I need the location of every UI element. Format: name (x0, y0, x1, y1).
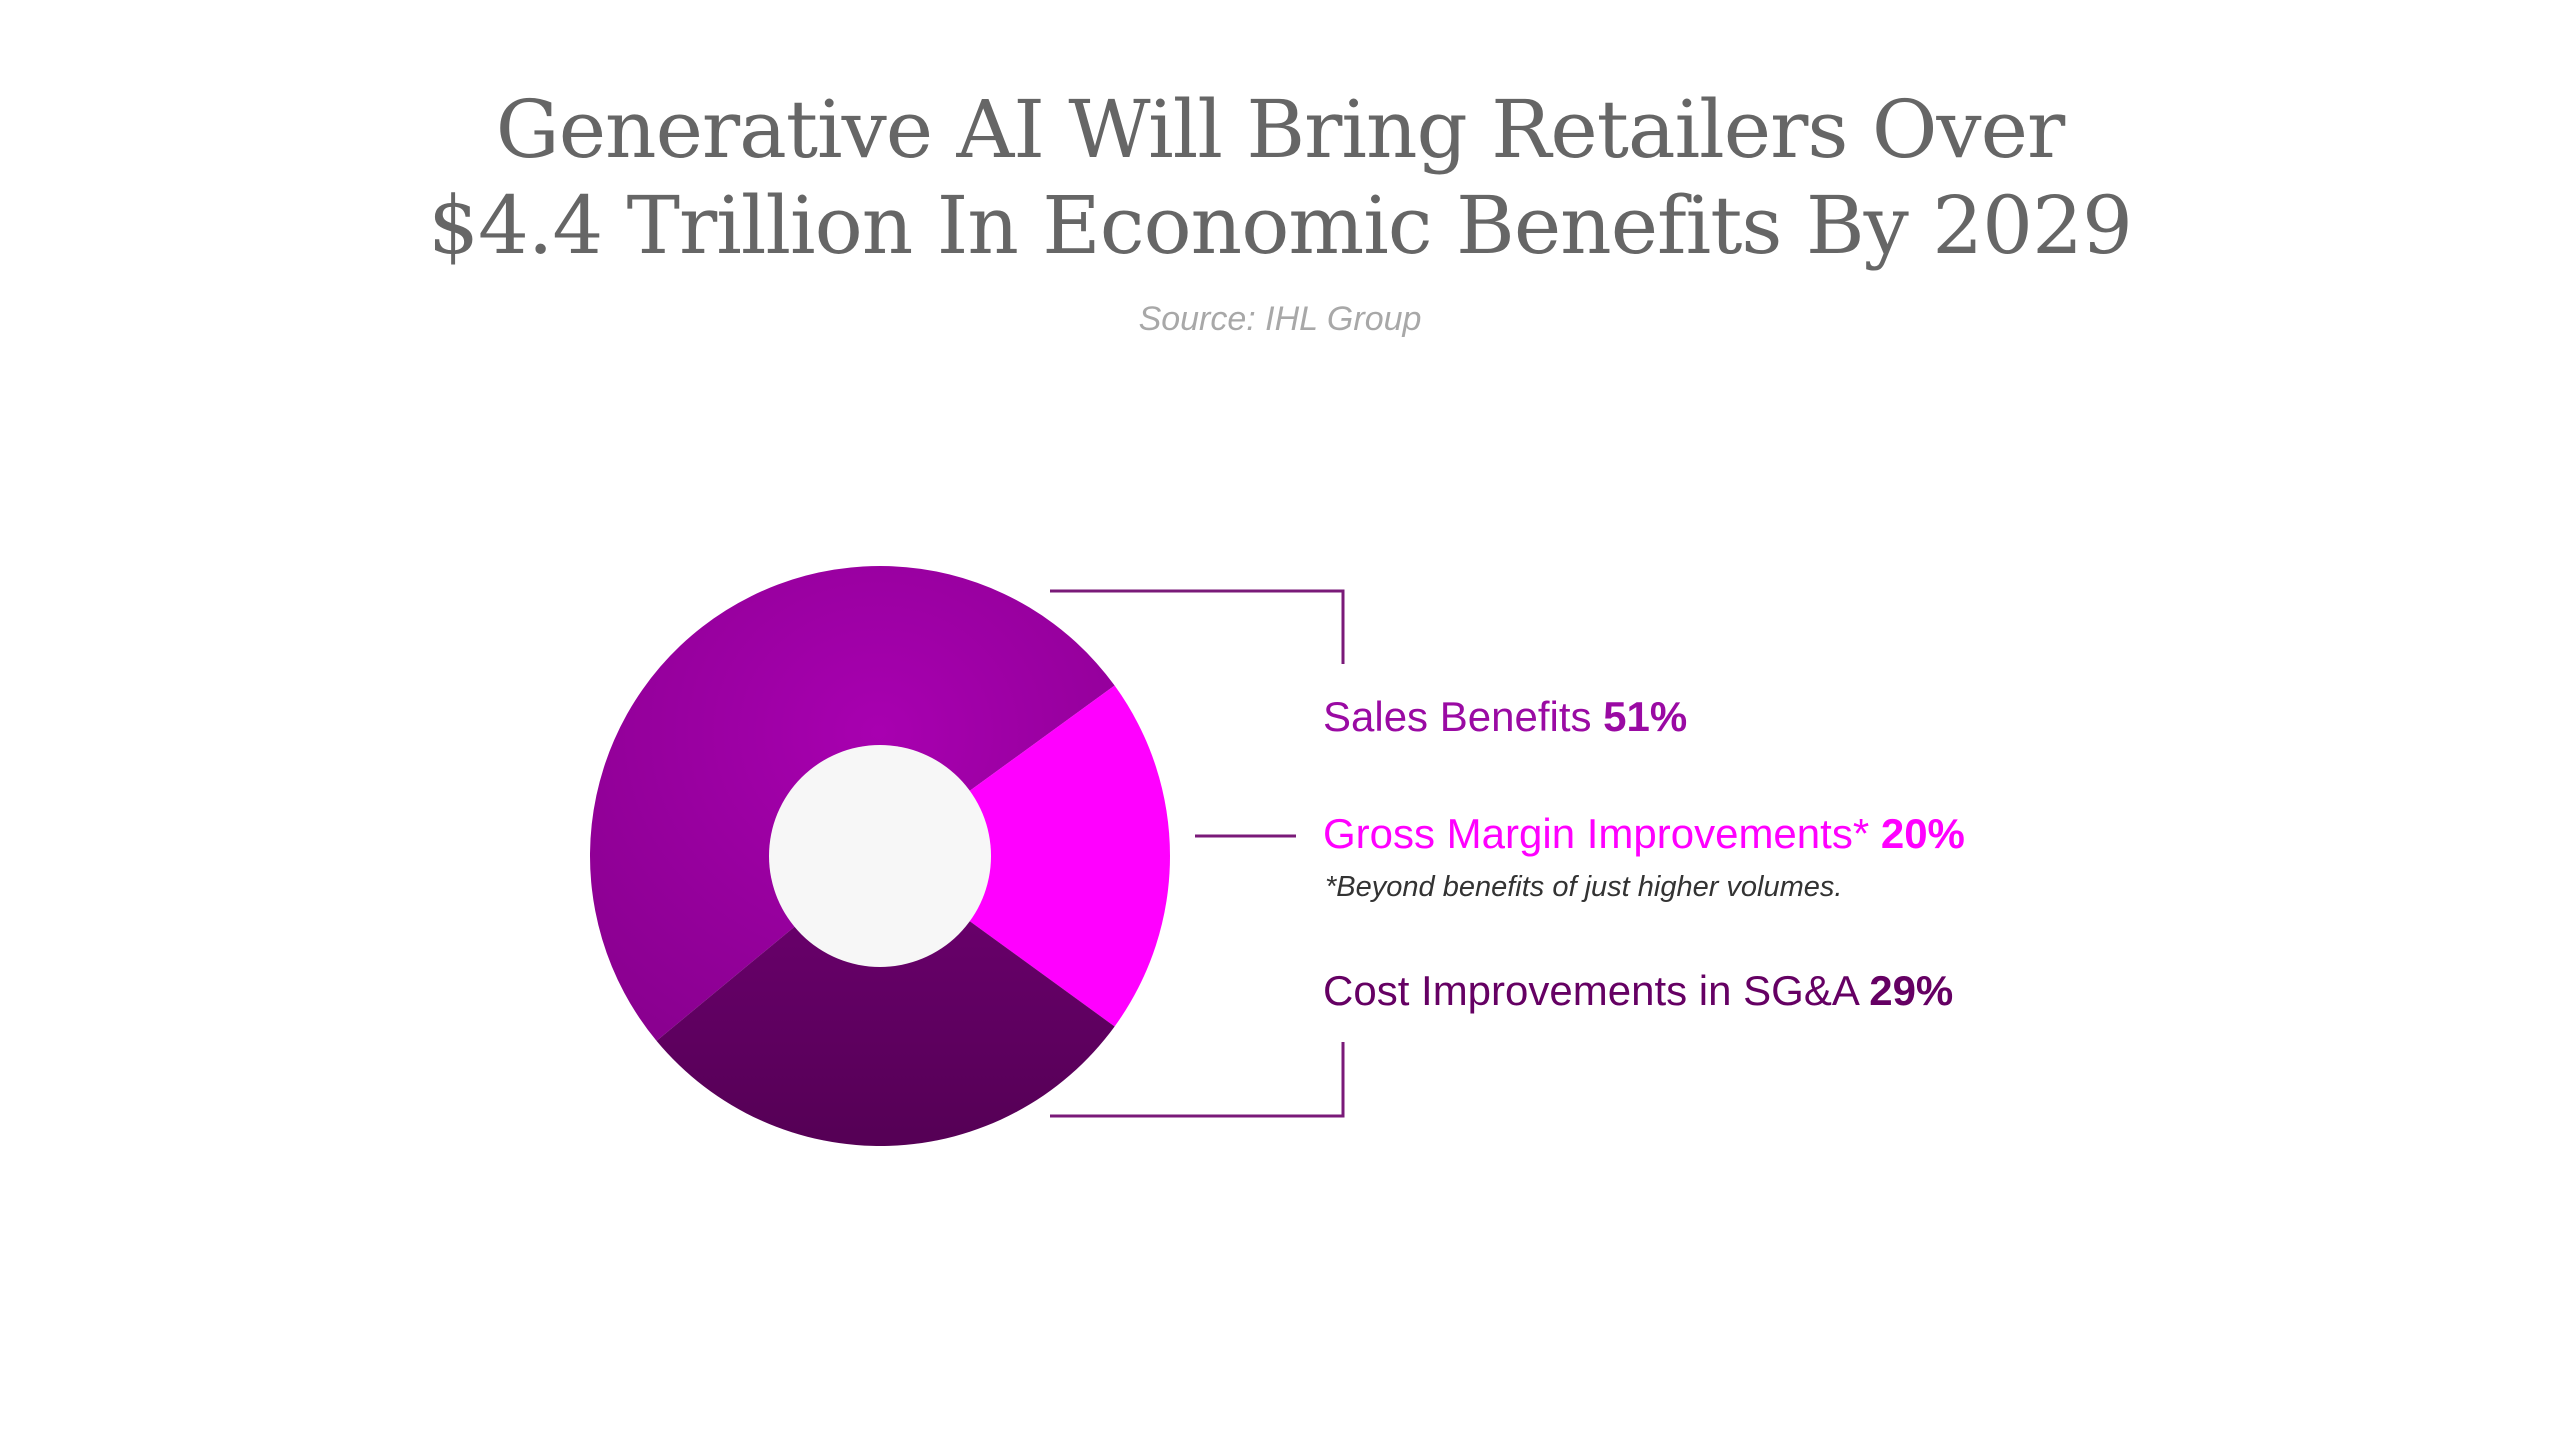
legend-connectors (1050, 589, 1345, 1118)
legend-cost-value: 29% (1869, 967, 1954, 1014)
legend-sales: Sales Benefits 51% (1323, 692, 1687, 742)
chart-title: Generative AI Will Bring Retailers Over … (0, 82, 2560, 274)
chart-title-line-2: $4.4 Trillion In Economic Benefits By 20… (428, 179, 2133, 272)
legend-cost-label: Cost Improvements in SG&A (1323, 967, 1858, 1014)
pie-slice-gross-margin-improvements (880, 685, 1170, 1027)
chart-source: Source: IHL Group (1138, 300, 1422, 338)
donut-hole (769, 745, 991, 967)
chart-title-line-1: Generative AI Will Bring Retailers Over (495, 83, 2065, 176)
legend-gross-margin: Gross Margin Improvements* 20% (1323, 809, 1965, 859)
gross-margin-footnote: *Beyond benefits of just higher volumes. (1325, 871, 1843, 903)
cost-connector-line (1050, 1042, 1345, 1118)
sales-connector-line (1050, 589, 1345, 664)
legend-cost: Cost Improvements in SG&A 29% (1323, 966, 1953, 1016)
legend-gross-margin-label: Gross Margin Improvements* (1323, 810, 1870, 857)
legend-gross-margin-value: 20% (1880, 810, 1965, 857)
legend-sales-label: Sales Benefits (1323, 693, 1592, 740)
legend-sales-value: 51% (1603, 693, 1688, 740)
pie-slice-cost-improvements (656, 856, 1115, 1146)
